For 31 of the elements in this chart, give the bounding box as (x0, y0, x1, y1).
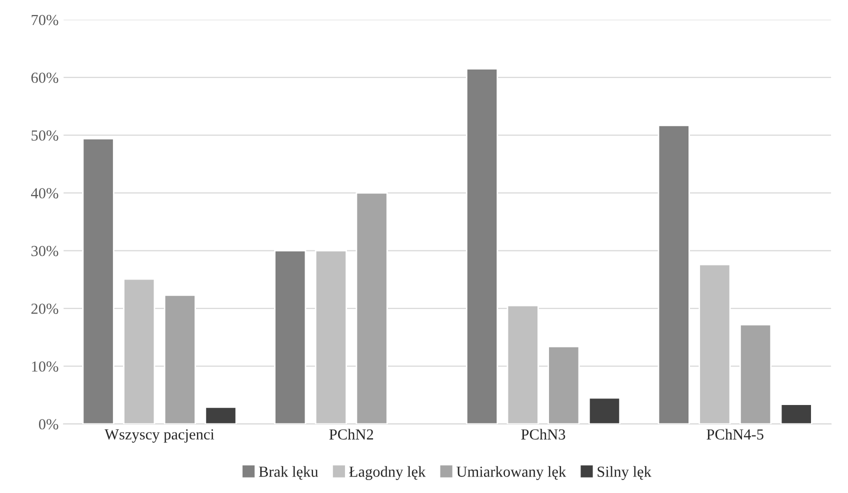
bar (204, 406, 237, 424)
bar (698, 264, 731, 424)
bar (164, 294, 196, 424)
y-tick-label: 20% (31, 304, 58, 314)
bar (274, 250, 306, 424)
bar (82, 138, 114, 424)
legend-label: Silny lęk (598, 466, 652, 480)
y-tick-label: 30% (31, 246, 58, 256)
bar (548, 346, 580, 424)
y-tick-label: 60% (31, 72, 58, 83)
bar (658, 124, 690, 424)
y-tick-label: 10% (32, 361, 58, 372)
bar (739, 324, 772, 424)
bar (356, 192, 388, 424)
y-tick-label: 70% (32, 14, 58, 26)
y-tick-label: 50% (32, 130, 58, 141)
x-tick-label: PChN4-5 (706, 428, 764, 440)
bar (314, 250, 348, 424)
bar (780, 404, 812, 424)
legend-label: Łagodny lęk (349, 466, 426, 480)
x-tick-label: PChN3 (521, 428, 566, 440)
legend-label: Brak lęku (258, 466, 318, 480)
y-tick-label: 40% (31, 188, 58, 198)
legend-label: Umiarkowany lęk (456, 466, 566, 480)
bar (123, 278, 156, 424)
bar (506, 304, 539, 424)
x-tick-label: Wszyscy pacjenci (104, 429, 214, 443)
x-tick-label: PChN2 (329, 428, 374, 440)
bar (466, 68, 498, 424)
y-tick-label: 0% (38, 419, 58, 430)
bar (588, 397, 621, 424)
